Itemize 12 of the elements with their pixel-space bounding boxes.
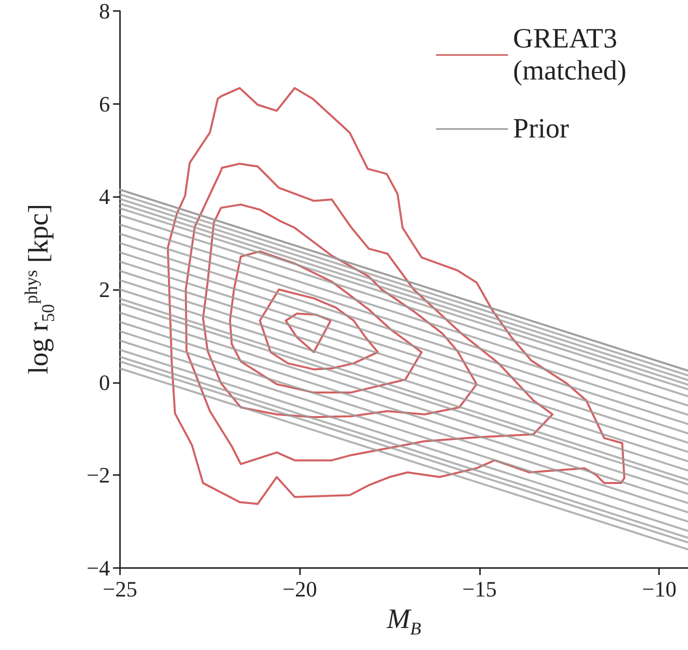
y-tick-label: 6 <box>99 91 110 116</box>
x-tick-label: −15 <box>462 576 497 602</box>
legend-label: GREAT3 (matched) <box>513 24 626 86</box>
y-tick-label: 8 <box>99 0 110 24</box>
y-tick-label: 2 <box>99 277 110 302</box>
y-tick-label: 4 <box>99 184 110 210</box>
x-axis-title: M$_{B}$ <box>386 604 422 640</box>
y-tick-label: −2 <box>86 462 110 488</box>
x-tick-label: −20 <box>282 576 317 602</box>
legend-label: Prior <box>513 114 570 144</box>
x-tick-label: −10 <box>642 576 676 602</box>
y-tick-label: 0 <box>99 370 110 395</box>
